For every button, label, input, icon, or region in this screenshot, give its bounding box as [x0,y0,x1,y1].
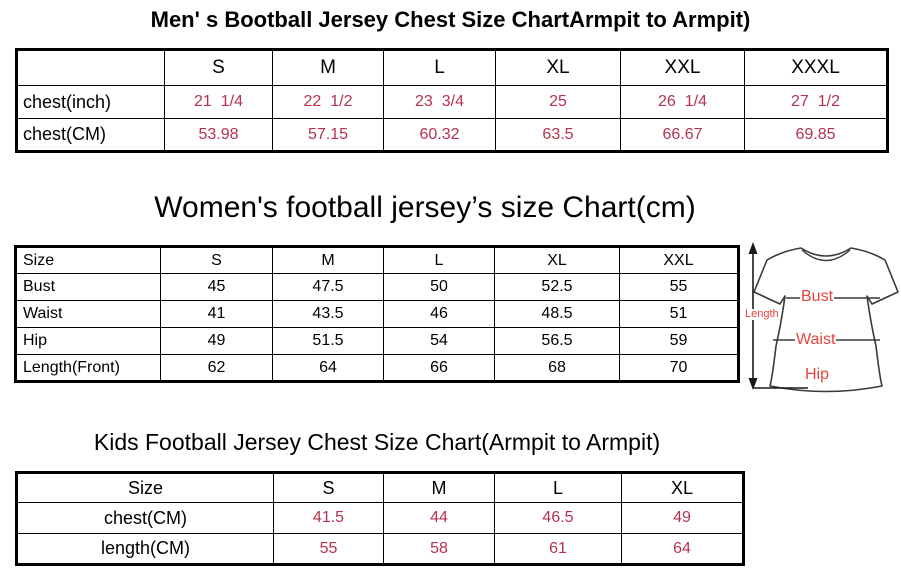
womens-table-body: Bust 45 47.5 50 52.5 55 Waist 41 43.5 46 48.5 51 Hip… [15,273,739,382]
cell-value: 41 [160,300,273,328]
column-header: XL [494,246,620,274]
cell-value: 25 [495,85,621,119]
row-label: Bust [15,273,161,301]
column-header: M [272,246,384,274]
kids-table-body: chest(CM) 41.5 44 46.5 49 length(CM) 55 58 61 64 [16,502,744,565]
womens-table-header: Size S M L XL XXL [15,246,739,274]
header-row: Size S M L XL [16,472,744,503]
column-header: M [383,472,495,503]
cell-value: 59 [619,327,739,355]
row-label: chest(CM) [16,502,274,534]
cell-value: 68 [494,354,620,382]
column-header: L [383,246,495,274]
cell-value: 55 [619,273,739,301]
column-header: S [160,246,273,274]
cell-value: 69.85 [744,118,888,152]
cell-value: 21 1/4 [164,85,273,119]
collar-line [801,249,851,262]
mens-size-table: S M L XL XXL XXXL chest(inch) 21 1/4 22 1/2 23 3… [15,48,889,153]
bust-label: Bust [800,288,835,305]
column-header: S [164,49,273,86]
cell-value: 51.5 [272,327,384,355]
cell-value: 48.5 [494,300,620,328]
cell-value: 63.5 [495,118,621,152]
cell-value: 55 [273,533,384,565]
cell-value: 58 [383,533,495,565]
cell-value: 53.98 [164,118,273,152]
waist-label: Waist [795,331,837,348]
cell-value: 23 3/4 [383,85,496,119]
length-label: Length [744,308,780,320]
cell-value: 64 [621,533,744,565]
cell-value: 47.5 [272,273,384,301]
cell-value: 52.5 [494,273,620,301]
column-header: Size [15,246,161,274]
table-row: Waist 41 43.5 46 48.5 51 [15,300,739,328]
tshirt-body-shape [753,247,899,393]
length-arrowhead-bottom [748,378,758,390]
row-label: chest(inch) [16,85,165,119]
mens-table-header: S M L XL XXL XXXL [16,49,888,86]
column-header: XXXL [744,49,888,86]
tshirt-measurement-diagram: Length Bust Waist Hip [740,238,901,403]
mens-table-body: chest(inch) 21 1/4 22 1/2 23 3/4 25 26 1/4 27 … [16,85,888,152]
cell-value: 57.15 [272,118,384,152]
column-header: L [494,472,622,503]
header-row: S M L XL XXL XXXL [16,49,888,86]
cell-value: 46.5 [494,502,622,534]
kids-table-header: Size S M L XL [16,472,744,503]
column-header: XXL [619,246,739,274]
row-label: Hip [15,327,161,355]
cell-value: 62 [160,354,273,382]
hip-label: Hip [804,366,831,383]
cell-value: 44 [383,502,495,534]
cell-value: 66.67 [620,118,745,152]
column-header: M [272,49,384,86]
cell-value: 43.5 [272,300,384,328]
table-row: Length(Front) 62 64 66 68 70 [15,354,739,382]
column-header: XXL [620,49,745,86]
cell-value: 60.32 [383,118,496,152]
length-arrowhead-top [748,242,758,254]
cell-value: 70 [619,354,739,382]
table-row: chest(CM) 41.5 44 46.5 49 [16,502,744,534]
header-row: Size S M L XL XXL [15,246,739,274]
cell-value: 51 [619,300,739,328]
cell-value: 26 1/4 [620,85,745,119]
row-label: length(CM) [16,533,274,565]
table-row: chest(CM) 53.98 57.15 60.32 63.5 66.67 69.85 [16,118,888,152]
column-header: XL [495,49,621,86]
cell-value: 61 [494,533,622,565]
column-header: Size [16,472,274,503]
cell-value: 45 [160,273,273,301]
cell-value: 22 1/2 [272,85,384,119]
cell-value: 27 1/2 [744,85,888,119]
table-row: length(CM) 55 58 61 64 [16,533,744,565]
table-row: Bust 45 47.5 50 52.5 55 [15,273,739,301]
mens-chart-title: Men' s Bootball Jersey Chest Size ChartA… [150,7,751,32]
cell-value: 56.5 [494,327,620,355]
column-header [16,49,165,86]
cell-value: 49 [621,502,744,534]
cell-value: 66 [383,354,495,382]
column-header: XL [621,472,744,503]
womens-chart-title: Women's football jersey’s size Chart(cm) [154,191,696,224]
kids-size-table: Size S M L XL chest(CM) 41.5 44 46.5 49 length(CM… [15,471,745,566]
row-label: Length(Front) [15,354,161,382]
row-label: chest(CM) [16,118,165,152]
cell-value: 64 [272,354,384,382]
table-row: chest(inch) 21 1/4 22 1/2 23 3/4 25 26 1/4 27 … [16,85,888,119]
row-label: Waist [15,300,161,328]
cell-value: 49 [160,327,273,355]
table-row: Hip 49 51.5 54 56.5 59 [15,327,739,355]
cell-value: 50 [383,273,495,301]
column-header: S [273,472,384,503]
womens-size-table: Size S M L XL XXL Bust 45 47.5 50 52.5 55 Waist 41 43… [14,245,740,383]
cell-value: 41.5 [273,502,384,534]
cell-value: 54 [383,327,495,355]
kids-chart-title: Kids Football Jersey Chest Size Chart(Ar… [93,429,661,455]
column-header: L [383,49,496,86]
cell-value: 46 [383,300,495,328]
